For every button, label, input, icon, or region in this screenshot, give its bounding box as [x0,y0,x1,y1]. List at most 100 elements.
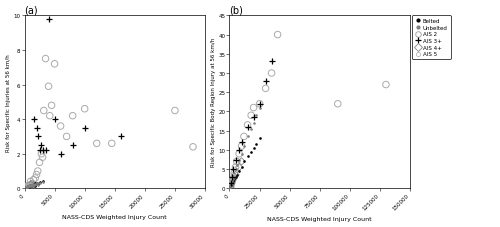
Point [228,180,236,183]
Point [32,173,40,177]
Point [244,154,252,158]
Point [38,156,46,159]
Point [230,171,238,175]
Point [32,176,40,180]
Point [228,179,236,183]
Point [30,178,38,182]
Point [24,184,32,188]
Point [232,166,239,169]
Point [22,186,30,190]
Point [226,185,234,189]
Point [28,184,36,188]
Point [30,183,38,187]
Point [229,178,237,182]
Point [27,183,35,187]
Point [230,171,238,175]
Point [80,126,88,130]
Point [232,158,239,162]
Point [23,185,31,189]
Point [247,127,255,131]
Point [56,125,64,128]
Point [32,182,40,185]
Point [22,186,30,190]
Point [238,152,246,156]
Point [24,185,32,189]
Point [68,114,76,118]
Point [26,184,34,187]
Point [256,102,264,106]
Point [226,186,234,190]
Legend: Belted, Unbelted, AIS 2, AIS 3+, AIS 4+, AIS 5: Belted, Unbelted, AIS 2, AIS 3+, AIS 4+,… [412,16,451,60]
Point [238,141,246,144]
Point [28,183,36,187]
Point [256,106,264,110]
Point [36,161,44,165]
Point [235,166,243,169]
Point [28,183,36,187]
Point [32,182,40,186]
Point [256,137,264,141]
Point [56,152,64,156]
Point [24,185,32,189]
Point [40,109,48,113]
Point [28,182,36,186]
Point [24,183,32,187]
Point [228,175,236,179]
Point [256,102,264,106]
Point [252,114,260,118]
Point [32,182,40,185]
Point [228,181,235,185]
Point [171,109,179,113]
Point [46,114,54,118]
Point [26,184,34,187]
Text: (a): (a) [24,5,38,15]
Point [26,183,34,187]
Point [229,173,237,177]
Point [232,160,240,163]
Point [38,180,46,183]
X-axis label: NASS-CDS Weighted Injury Count: NASS-CDS Weighted Injury Count [62,214,167,219]
Point [24,185,32,188]
Point [26,180,34,183]
Point [247,150,255,154]
Point [226,185,234,188]
Point [108,142,116,146]
Point [22,185,30,189]
Point [30,182,38,186]
Point [23,185,31,189]
Point [38,152,46,156]
Point [30,184,38,188]
Point [274,34,281,37]
Point [34,170,42,173]
Point [26,184,34,187]
Point [238,145,246,148]
Point [44,18,52,22]
Point [26,184,34,188]
Point [29,182,37,186]
Point [226,182,234,186]
Point [226,185,234,189]
Point [26,184,34,187]
Point [80,107,88,111]
Point [24,185,32,189]
Point [250,146,258,150]
Point [244,123,252,127]
Point [240,160,248,163]
Point [36,182,44,185]
Point [32,182,40,185]
Point [38,144,46,147]
Point [228,180,236,183]
Point [34,182,42,186]
Point [30,184,38,187]
Point [22,185,30,189]
Point [68,144,76,147]
Point [226,186,234,190]
Point [229,175,237,179]
Point [62,135,70,139]
Point [226,184,234,188]
Point [36,181,44,184]
Point [226,185,234,189]
Point [252,143,260,146]
Y-axis label: Risk for Specific Body Region Injury at 56 km/h: Risk for Specific Body Region Injury at … [210,38,216,167]
Point [117,135,125,139]
